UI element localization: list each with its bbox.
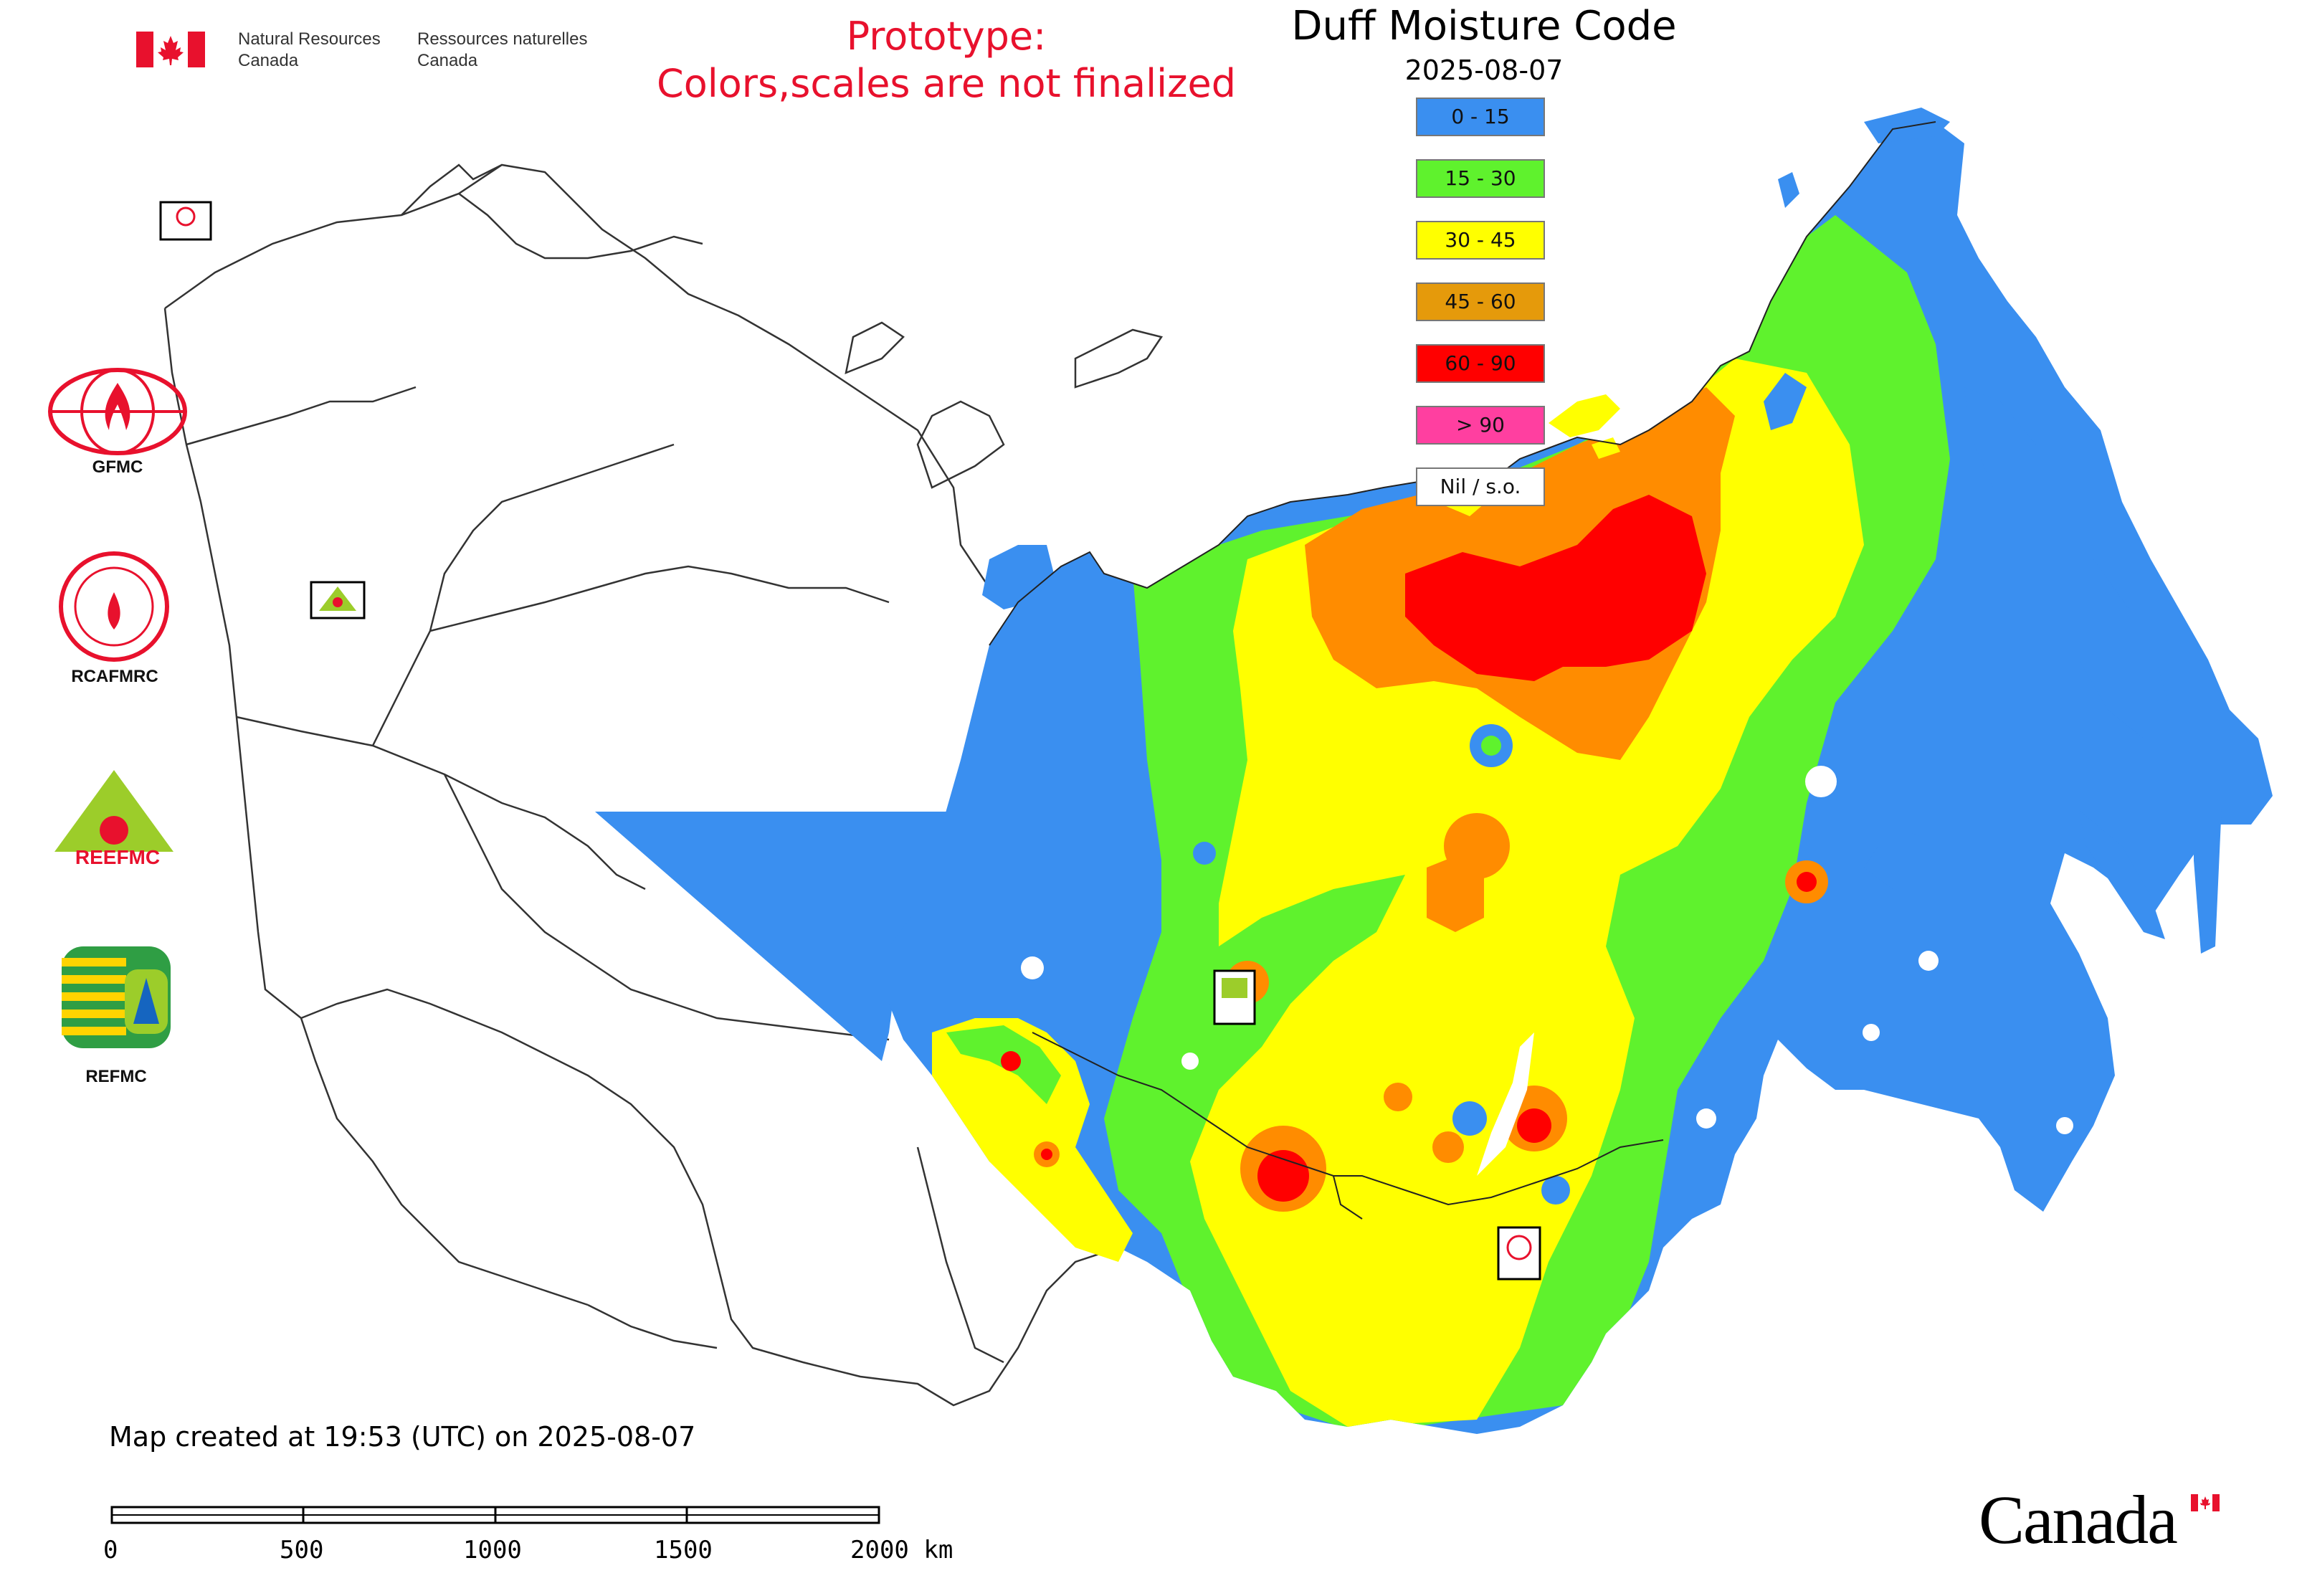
dmc-southwest-field (932, 1018, 1133, 1262)
wordmark-flag-icon (2191, 1494, 2220, 1511)
canada-wordmark: Canada (1979, 1484, 2222, 1563)
legend-item: 60 - 90 (1416, 344, 1545, 383)
dmc-color-field (889, 122, 2273, 1434)
scale-label-1000: 1000 (463, 1536, 522, 1564)
legend-item: 15 - 30 (1416, 159, 1545, 198)
legend-item: 45 - 60 (1416, 282, 1545, 321)
scale-label-2000: 2000 km (850, 1536, 953, 1564)
gfmc-marker-icon (159, 201, 212, 241)
legend-item: 0 - 15 (1416, 98, 1545, 136)
org-french: Ressources naturelles Canada (417, 29, 588, 70)
map-title: Duff Moisture Code (1291, 3, 1677, 49)
reefmc-logo: REEFMC (39, 767, 196, 875)
novaya-zemlya (982, 545, 1054, 609)
legend-item: Nil / s.o. (1416, 467, 1545, 506)
refmc-marker-icon (1213, 969, 1256, 1025)
org-english: Natural Resources Canada (238, 29, 381, 70)
scale-bar: 0 500 1000 1500 2000 km (100, 1498, 968, 1577)
country-borders (1032, 1032, 1664, 1220)
legend-item: 30 - 45 (1416, 221, 1545, 260)
prototype-notice: Prototype: Colors,scales are not finaliz… (657, 14, 1236, 106)
refmc-logo-icon (62, 946, 171, 1048)
gfmc-logo-icon (48, 368, 187, 455)
rcafmrc-logo-icon (59, 551, 169, 662)
map-date: 2025-08-07 (1404, 54, 1564, 86)
rcafmrc-marker-icon (1497, 1226, 1541, 1281)
refmc-logo: REFMC (59, 944, 217, 1094)
scale-label-0: 0 (103, 1536, 118, 1564)
rcafmrc-logo: RCAFMRC (53, 549, 211, 686)
reefmc-logo-icon (43, 770, 185, 870)
reefmc-marker-icon (310, 581, 366, 619)
scale-label-1500: 1500 (654, 1536, 713, 1564)
east-coast-landmasses (1764, 108, 2222, 961)
government-signature: Natural Resources Canada Ressources natu… (136, 27, 609, 77)
data-artifact-streaks (595, 812, 953, 1061)
map-created-note: Map created at 19:53 (UTC) on 2025-08-07 (109, 1421, 696, 1453)
canada-flag-icon (136, 32, 205, 67)
gfmc-logo: GFMC (39, 364, 196, 479)
legend-item: > 90 (1416, 406, 1545, 445)
scale-label-500: 500 (280, 1536, 324, 1564)
